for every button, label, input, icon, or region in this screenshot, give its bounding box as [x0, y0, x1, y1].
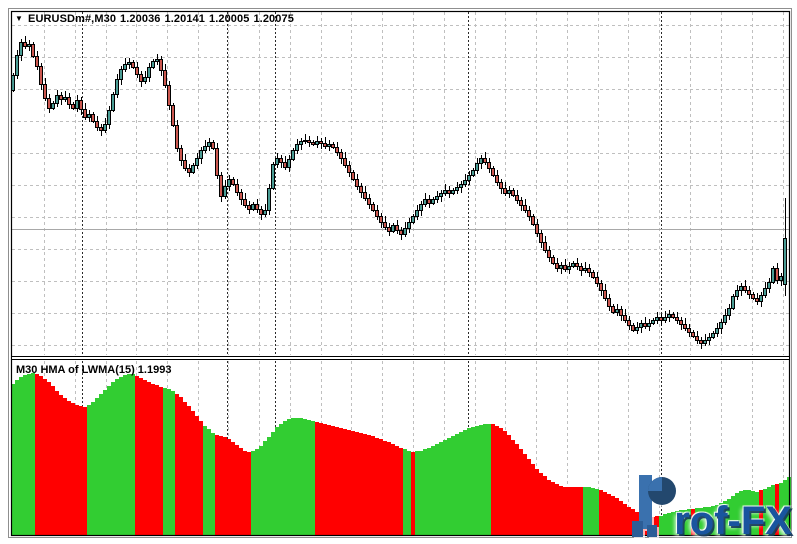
- indicator-label: M30 HMA of LWMA(15) 1.1993: [16, 364, 172, 376]
- chart-quote-bar: ▼ EURUSDm#,M30 1.20036 1.20141 1.20005 1.2007…: [15, 13, 298, 25]
- quote-low: 1.20005: [208, 13, 250, 25]
- watermark: rof-FX: [632, 473, 792, 543]
- watermark-text: rof-FX: [674, 499, 792, 543]
- quote-high: 1.20141: [164, 13, 205, 25]
- proffx-logo-icon: [632, 475, 677, 537]
- quote-open: 1.20036: [120, 13, 161, 25]
- quote-close: 1.20075: [253, 13, 294, 25]
- collapse-chart-arrow-icon[interactable]: ▼: [15, 14, 24, 23]
- symbol-period-label: EURUSDm#,M30: [28, 13, 117, 25]
